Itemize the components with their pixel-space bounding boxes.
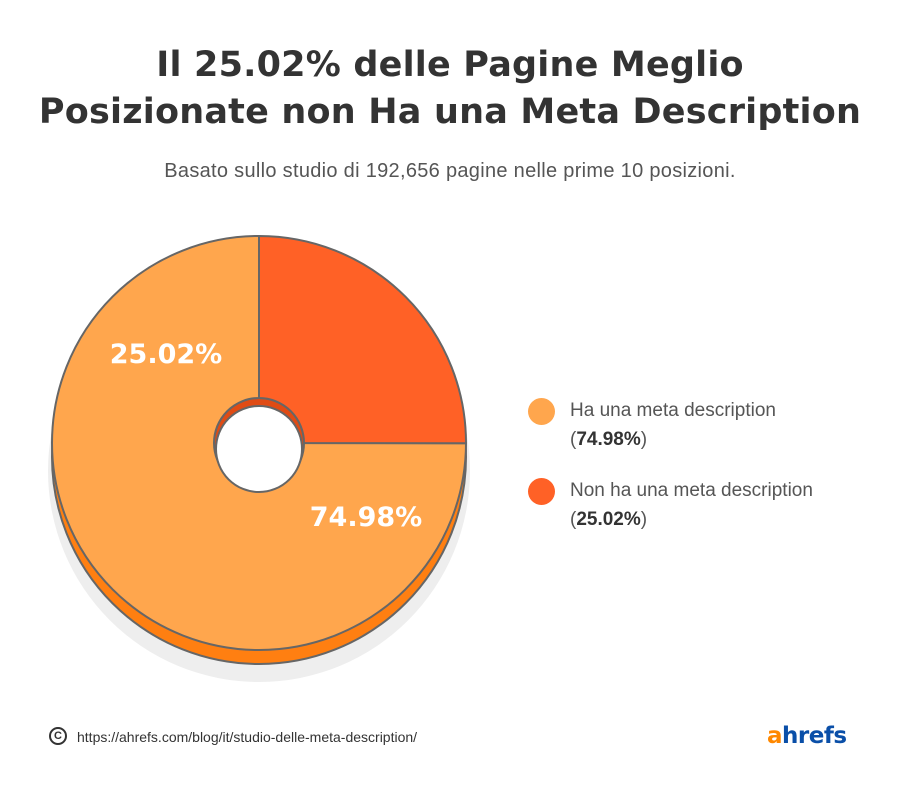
donut-chart: 74.98% 25.02% bbox=[48, 235, 470, 682]
pie-slice bbox=[258, 235, 468, 445]
legend-swatch-no-meta bbox=[528, 478, 555, 505]
logo-rest: hrefs bbox=[782, 723, 847, 749]
legend-item-has-meta: Ha una meta description (74.98%) bbox=[528, 396, 813, 454]
chart-legend: Ha una meta description (74.98%) Non ha … bbox=[528, 396, 813, 556]
chart-title-line-1: Il 25.02% delle Pagine Meglio bbox=[156, 45, 744, 85]
donut-hole bbox=[215, 405, 303, 493]
legend-item-no-meta: Non ha una meta description (25.02%) bbox=[528, 476, 813, 534]
chart-title: Il 25.02% delle Pagine Meglio Posizionat… bbox=[0, 42, 900, 136]
copyright-icon: C bbox=[49, 727, 67, 745]
legend-label: Non ha una meta description bbox=[570, 480, 813, 501]
legend-percent: (74.98%) bbox=[570, 429, 648, 450]
logo-first-letter: a bbox=[767, 723, 783, 749]
data-label: 74.98% bbox=[310, 502, 422, 533]
legend-percent: (25.02%) bbox=[570, 509, 648, 530]
chart-title-line-2: Posizionate non Ha una Meta Description bbox=[38, 92, 862, 132]
chart-subtitle: Basato sullo studio di 192,656 pagine ne… bbox=[164, 160, 736, 182]
legend-label: Ha una meta description bbox=[570, 400, 776, 421]
legend-swatch-has-meta bbox=[528, 398, 555, 425]
source-url[interactable]: https://ahrefs.com/blog/it/studio-delle-… bbox=[77, 729, 418, 745]
data-label: 25.02% bbox=[110, 339, 222, 370]
ahrefs-logo: ahrefs bbox=[767, 723, 847, 749]
